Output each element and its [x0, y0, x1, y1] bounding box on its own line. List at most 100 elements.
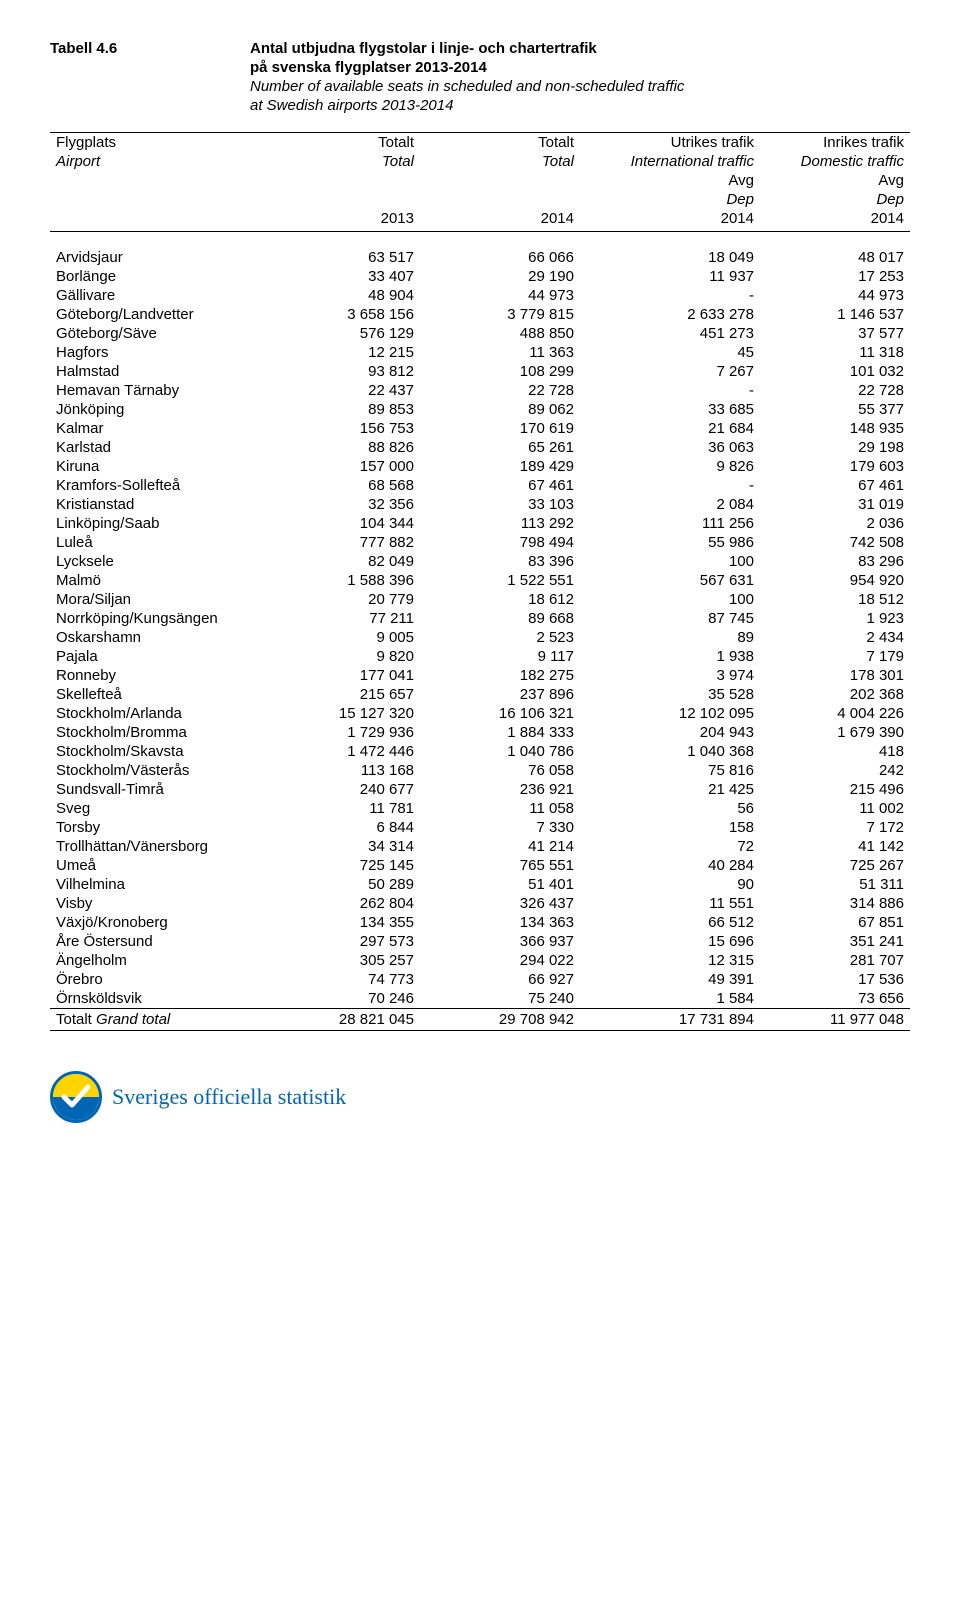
header-dep-1: Dep — [580, 190, 760, 209]
table-cell: 21 425 — [580, 780, 760, 799]
table-cell: 157 000 — [260, 457, 420, 476]
table-row: Linköping/Saab104 344113 292111 2562 036 — [50, 514, 910, 533]
table-cell: Göteborg/Landvetter — [50, 305, 260, 324]
table-cell: Stockholm/Västerås — [50, 761, 260, 780]
table-cell: 37 577 — [760, 324, 910, 343]
table-cell: 11 363 — [420, 343, 580, 362]
table-cell: 366 937 — [420, 932, 580, 951]
table-cell: 148 935 — [760, 419, 910, 438]
table-row: Gällivare48 90444 973-44 973 — [50, 286, 910, 305]
table-cell: 83 296 — [760, 552, 910, 571]
table-cell: Norrköping/Kungsängen — [50, 609, 260, 628]
table-cell: 1 938 — [580, 647, 760, 666]
table-cell: 294 022 — [420, 951, 580, 970]
table-cell: 954 920 — [760, 571, 910, 590]
table-cell: 488 850 — [420, 324, 580, 343]
table-cell: 20 779 — [260, 590, 420, 609]
table-cell: 40 284 — [580, 856, 760, 875]
total-row: Totalt Grand total28 821 04529 708 94217… — [50, 1009, 910, 1031]
table-row: Ängelholm305 257294 02212 315281 707 — [50, 951, 910, 970]
table-subtitle-2: Number of available seats in scheduled a… — [250, 78, 910, 95]
table-row: Kristianstad32 35633 1032 08431 019 — [50, 495, 910, 514]
table-cell: 11 002 — [760, 799, 910, 818]
table-cell: 1 522 551 — [420, 571, 580, 590]
total-cell: 28 821 045 — [260, 1009, 420, 1031]
table-cell: 326 437 — [420, 894, 580, 913]
table-cell: 18 049 — [580, 248, 760, 267]
table-cell: 11 058 — [420, 799, 580, 818]
table-row: Örebro74 77366 92749 39117 536 — [50, 970, 910, 989]
table-cell: 89 668 — [420, 609, 580, 628]
table-row: Skellefteå215 657237 89635 528202 368 — [50, 685, 910, 704]
table-cell: 35 528 — [580, 685, 760, 704]
table-cell: 18 612 — [420, 590, 580, 609]
table-cell: Hagfors — [50, 343, 260, 362]
data-table: Flygplats Totalt Totalt Utrikes trafik I… — [50, 132, 910, 1031]
table-row: Stockholm/Bromma1 729 9361 884 333204 94… — [50, 723, 910, 742]
table-cell: 242 — [760, 761, 910, 780]
table-cell: 179 603 — [760, 457, 910, 476]
table-cell: 158 — [580, 818, 760, 837]
table-cell: 82 049 — [260, 552, 420, 571]
table-cell: 67 461 — [760, 476, 910, 495]
table-cell: 33 407 — [260, 267, 420, 286]
header-totalt-1: Totalt — [260, 133, 420, 153]
table-cell: 83 396 — [420, 552, 580, 571]
table-cell: 4 004 226 — [760, 704, 910, 723]
table-cell: 90 — [580, 875, 760, 894]
table-cell: 32 356 — [260, 495, 420, 514]
table-cell: 1 584 — [580, 989, 760, 1009]
table-cell: Stockholm/Arlanda — [50, 704, 260, 723]
table-number: Tabell 4.6 — [50, 40, 250, 57]
table-cell: 1 472 446 — [260, 742, 420, 761]
table-cell: 51 311 — [760, 875, 910, 894]
table-cell: 134 363 — [420, 913, 580, 932]
table-cell: 29 198 — [760, 438, 910, 457]
table-cell: 351 241 — [760, 932, 910, 951]
table-cell: 66 927 — [420, 970, 580, 989]
table-cell: Malmö — [50, 571, 260, 590]
table-cell: 93 812 — [260, 362, 420, 381]
table-cell: 7 172 — [760, 818, 910, 837]
table-cell: 55 986 — [580, 533, 760, 552]
table-cell: 48 904 — [260, 286, 420, 305]
header-total-2: Total — [420, 152, 580, 171]
table-row: Visby262 804326 43711 551314 886 — [50, 894, 910, 913]
table-cell: 72 — [580, 837, 760, 856]
header-year-2014-b: 2014 — [580, 209, 760, 232]
table-cell: 51 401 — [420, 875, 580, 894]
total-cell: 29 708 942 — [420, 1009, 580, 1031]
table-row: Stockholm/Arlanda15 127 32016 106 32112 … — [50, 704, 910, 723]
table-cell: 314 886 — [760, 894, 910, 913]
table-row: Arvidsjaur63 51766 06618 04948 017 — [50, 248, 910, 267]
table-cell: Halmstad — [50, 362, 260, 381]
table-cell: 77 211 — [260, 609, 420, 628]
table-row: Sveg11 78111 0585611 002 — [50, 799, 910, 818]
table-row: Ronneby177 041182 2753 974178 301 — [50, 666, 910, 685]
table-cell: Hemavan Tärnaby — [50, 381, 260, 400]
header-total-1: Total — [260, 152, 420, 171]
table-cell: 204 943 — [580, 723, 760, 742]
table-cell: 240 677 — [260, 780, 420, 799]
table-cell: Jönköping — [50, 400, 260, 419]
table-cell: 170 619 — [420, 419, 580, 438]
table-row: Lycksele82 04983 39610083 296 — [50, 552, 910, 571]
table-cell: 134 355 — [260, 913, 420, 932]
table-cell: 66 512 — [580, 913, 760, 932]
table-cell: 725 267 — [760, 856, 910, 875]
table-cell: 12 315 — [580, 951, 760, 970]
table-cell: 2 084 — [580, 495, 760, 514]
table-cell: 215 496 — [760, 780, 910, 799]
table-cell: 100 — [580, 552, 760, 571]
total-cell: 17 731 894 — [580, 1009, 760, 1031]
table-cell: 63 517 — [260, 248, 420, 267]
table-cell: Ängelholm — [50, 951, 260, 970]
table-cell: Kalmar — [50, 419, 260, 438]
table-cell: 1 729 936 — [260, 723, 420, 742]
table-cell: 36 063 — [580, 438, 760, 457]
table-cell: 33 103 — [420, 495, 580, 514]
table-cell: 33 685 — [580, 400, 760, 419]
table-cell: Stockholm/Bromma — [50, 723, 260, 742]
header-avg-1: Avg — [580, 171, 760, 190]
table-cell: Kiruna — [50, 457, 260, 476]
